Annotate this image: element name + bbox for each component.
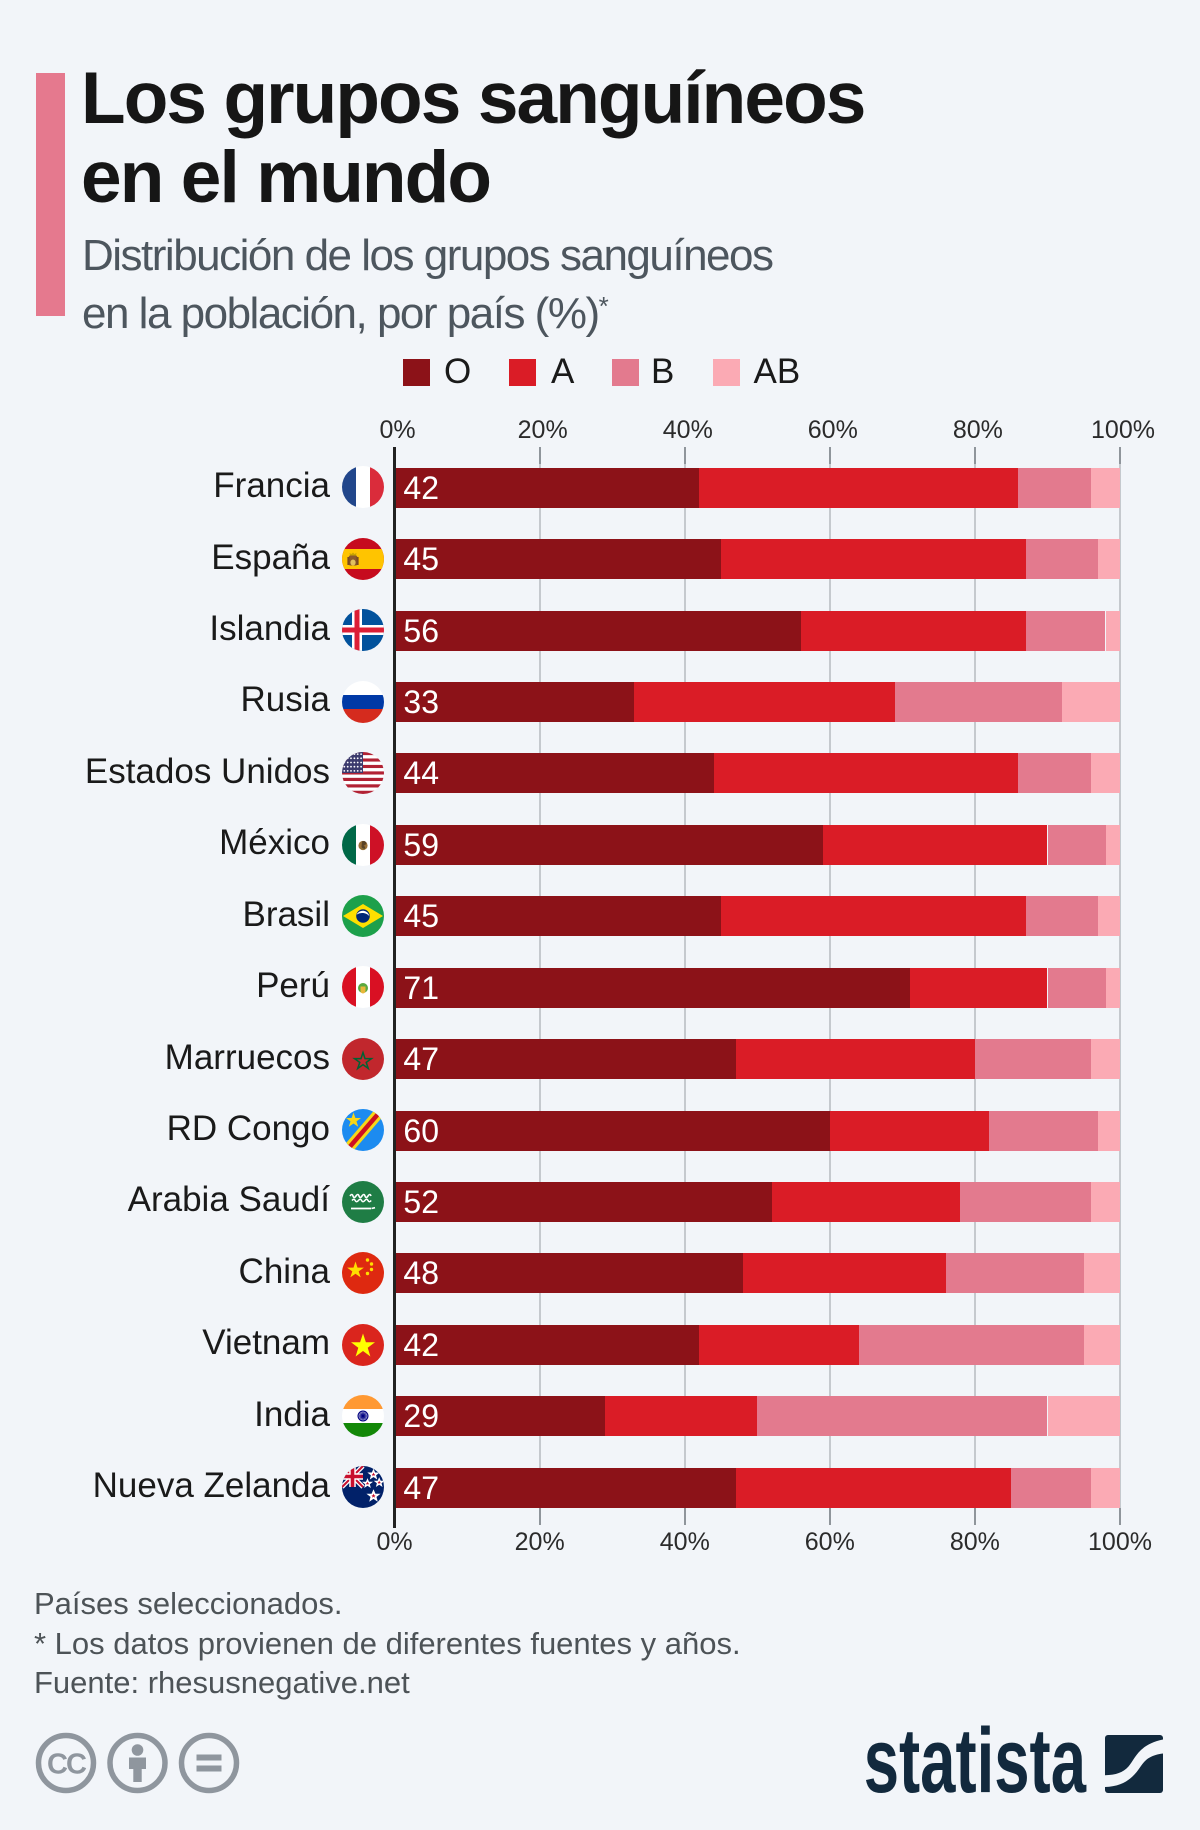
svg-text:CC: CC: [47, 1749, 87, 1781]
